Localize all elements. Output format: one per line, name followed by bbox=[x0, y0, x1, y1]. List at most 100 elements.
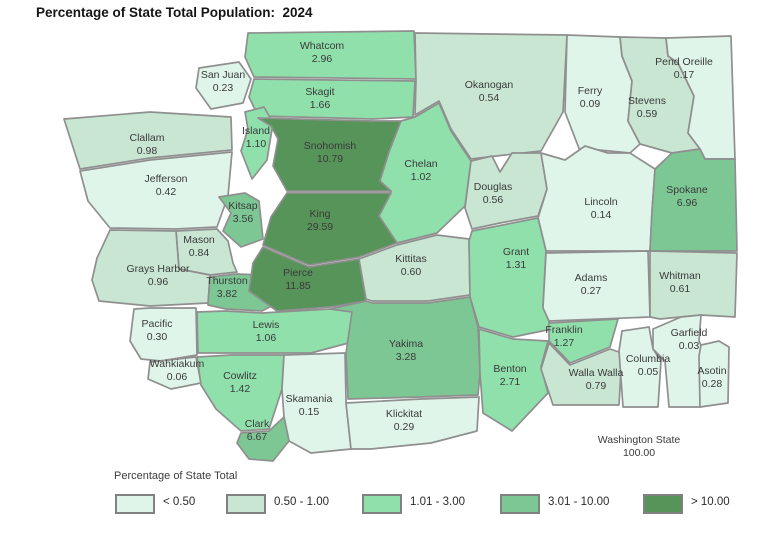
county-label-graysharbor: Grays Harbor bbox=[126, 263, 190, 275]
county-value-jefferson: 0.42 bbox=[156, 186, 177, 198]
county-value-stevens: 0.59 bbox=[637, 108, 658, 120]
county-label-wahkiakum: Wahkiakum bbox=[150, 358, 205, 370]
county-value-wahkiakum: 0.06 bbox=[167, 371, 188, 383]
county-value-garfield: 0.03 bbox=[679, 340, 700, 352]
county-shape-pendoreille bbox=[665, 35, 736, 160]
county-label-whitman: Whitman bbox=[659, 270, 701, 282]
county-value-graysharbor: 0.96 bbox=[148, 276, 169, 288]
county-value-lewis: 1.06 bbox=[256, 332, 277, 344]
county-label-king: King bbox=[309, 208, 330, 220]
county-label-thurston: Thurston bbox=[206, 275, 248, 287]
county-shape-whitman bbox=[649, 250, 738, 320]
county-label-lincoln: Lincoln bbox=[584, 196, 617, 208]
county-shape-clallam bbox=[63, 111, 233, 170]
county-value-king: 29.59 bbox=[307, 221, 333, 233]
state-total-value: 100.00 bbox=[623, 447, 655, 459]
county-label-franklin: Franklin bbox=[545, 324, 583, 336]
county-value-whitman: 0.61 bbox=[670, 283, 691, 295]
county-value-pierce: 11.85 bbox=[285, 280, 311, 292]
county-shape-pierce bbox=[248, 246, 367, 312]
county-label-snohomish: Snohomish bbox=[304, 140, 357, 152]
county-label-kittitas: Kittitas bbox=[395, 253, 427, 265]
county-label-whatcom: Whatcom bbox=[300, 40, 345, 52]
county-shape-island bbox=[240, 106, 274, 180]
county-label-columbia: Columbia bbox=[626, 353, 671, 365]
state-total-label: Washington State bbox=[598, 434, 681, 446]
county-shape-skagit bbox=[248, 78, 416, 120]
county-value-grant: 1.31 bbox=[506, 259, 527, 271]
county-shape-klickitat bbox=[345, 396, 480, 450]
legend-title: Percentage of State Total bbox=[114, 470, 238, 482]
county-value-pendoreille: 0.17 bbox=[674, 69, 695, 81]
legend-label-4: > 10.00 bbox=[691, 496, 730, 508]
county-label-chelan: Chelan bbox=[404, 158, 437, 170]
county-shape-sanjuan bbox=[195, 61, 252, 110]
county-shape-lewis bbox=[196, 308, 357, 354]
county-shape-whatcom bbox=[244, 30, 417, 80]
county-value-wallawalla: 0.79 bbox=[586, 380, 607, 392]
county-value-kittitas: 0.60 bbox=[401, 266, 422, 278]
county-label-wallawalla: Walla Walla bbox=[569, 367, 624, 379]
county-value-skamania: 0.15 bbox=[299, 406, 320, 418]
county-shape-grant bbox=[468, 217, 553, 338]
county-label-lewis: Lewis bbox=[253, 319, 280, 331]
county-label-pendoreille: Pend Oreille bbox=[655, 56, 713, 68]
county-value-columbia: 0.05 bbox=[638, 366, 659, 378]
county-value-adams: 0.27 bbox=[581, 285, 602, 297]
county-label-klickitat: Klickitat bbox=[386, 408, 422, 420]
county-label-grant: Grant bbox=[503, 246, 529, 258]
county-value-douglas: 0.56 bbox=[483, 194, 504, 206]
county-label-garfield: Garfield bbox=[671, 327, 708, 339]
legend-swatch-2 bbox=[362, 494, 402, 514]
legend-label-1: 0.50 - 1.00 bbox=[274, 496, 329, 508]
page-title: Percentage of State Total Population: 20… bbox=[36, 5, 313, 20]
county-label-skamania: Skamania bbox=[286, 393, 333, 405]
county-label-benton: Benton bbox=[493, 363, 526, 375]
legend-swatch-0 bbox=[115, 494, 155, 514]
county-label-douglas: Douglas bbox=[474, 181, 513, 193]
legend-swatch-4 bbox=[643, 494, 683, 514]
county-shape-asotin bbox=[698, 340, 730, 408]
county-label-mason: Mason bbox=[183, 234, 215, 246]
county-label-island: Island bbox=[242, 125, 270, 137]
county-value-island: 1.10 bbox=[246, 138, 267, 150]
county-value-whatcom: 2.96 bbox=[312, 53, 333, 65]
county-value-okanogan: 0.54 bbox=[479, 92, 500, 104]
county-value-clark: 6.67 bbox=[247, 431, 268, 443]
county-label-adams: Adams bbox=[575, 272, 608, 284]
county-label-stevens: Stevens bbox=[628, 95, 666, 107]
county-value-asotin: 0.28 bbox=[702, 378, 723, 390]
county-value-skagit: 1.66 bbox=[310, 99, 331, 111]
county-shape-skamania bbox=[281, 352, 352, 454]
county-label-skagit: Skagit bbox=[305, 86, 334, 98]
county-shape-king bbox=[262, 192, 398, 266]
county-shape-adams bbox=[542, 250, 651, 322]
county-label-yakima: Yakima bbox=[389, 338, 423, 350]
county-shape-wahkiakum bbox=[147, 356, 202, 390]
county-value-snohomish: 10.79 bbox=[317, 153, 343, 165]
county-label-okanogan: Okanogan bbox=[465, 79, 514, 91]
county-label-pacific: Pacific bbox=[142, 318, 173, 330]
legend-label-0: < 0.50 bbox=[163, 496, 196, 508]
county-value-sanjuan: 0.23 bbox=[213, 82, 234, 94]
county-value-franklin: 1.27 bbox=[554, 337, 575, 349]
county-label-pierce: Pierce bbox=[283, 267, 313, 279]
county-shape-jefferson bbox=[79, 151, 233, 230]
county-value-chelan: 1.02 bbox=[411, 171, 432, 183]
county-value-yakima: 3.28 bbox=[396, 351, 417, 363]
county-shape-franklin bbox=[548, 318, 619, 364]
county-shape-benton bbox=[478, 328, 549, 432]
county-shape-columbia bbox=[618, 326, 662, 408]
county-value-lincoln: 0.14 bbox=[591, 209, 612, 221]
legend-label-2: 1.01 - 3.00 bbox=[410, 496, 465, 508]
county-value-kitsap: 3.56 bbox=[233, 213, 254, 225]
county-label-clallam: Clallam bbox=[129, 132, 164, 144]
county-value-cowlitz: 1.42 bbox=[230, 383, 251, 395]
county-value-mason: 0.84 bbox=[189, 247, 210, 259]
county-value-clallam: 0.98 bbox=[137, 145, 158, 157]
county-label-kitsap: Kitsap bbox=[228, 200, 257, 212]
county-label-spokane: Spokane bbox=[666, 184, 708, 196]
county-label-asotin: Asotin bbox=[697, 365, 726, 377]
county-shape-kitsap bbox=[218, 192, 264, 248]
